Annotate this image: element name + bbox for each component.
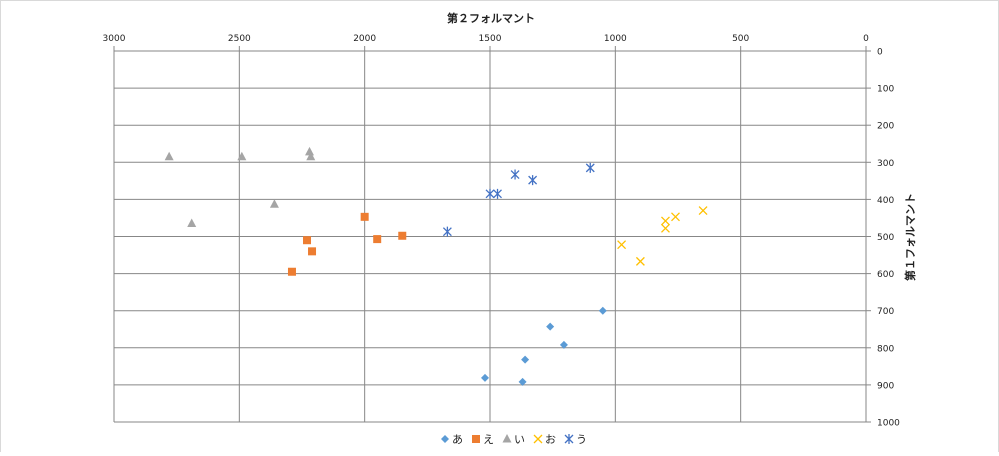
x-tick-label: 0	[863, 34, 869, 44]
data-point-square	[303, 236, 312, 245]
legend-marker-square	[472, 435, 480, 443]
y-tick-label: 900	[877, 381, 894, 391]
data-point-star	[442, 226, 452, 237]
legend-marker-x	[533, 434, 543, 444]
points-layer	[164, 146, 708, 386]
legend-label: お	[545, 433, 556, 446]
y-tick-label: 600	[877, 270, 894, 280]
data-point-triangle	[305, 146, 315, 156]
x-tick-label: 1000	[604, 34, 627, 44]
legend-label: い	[514, 433, 525, 446]
y-tick-label: 500	[877, 233, 894, 243]
data-point-diamond	[546, 322, 555, 331]
data-point-square	[287, 267, 296, 276]
data-point-diamond	[518, 377, 527, 386]
y-tick-label: 100	[877, 85, 894, 95]
x-tick-label: 3000	[103, 34, 126, 44]
data-point-star	[485, 188, 495, 199]
x-tick-label: 2500	[228, 34, 251, 44]
data-point-triangle	[306, 151, 316, 161]
chart-title: 第２フォルマント	[447, 11, 535, 25]
y-tick-label: 300	[877, 159, 894, 169]
data-point-diamond	[559, 340, 568, 349]
y-tick-label: 1000	[877, 419, 900, 429]
data-point-triangle	[187, 218, 197, 228]
x-tick-label: 1500	[479, 34, 502, 44]
y-tick-label: 800	[877, 344, 894, 354]
data-point-square	[360, 212, 369, 221]
data-point-star	[585, 162, 595, 173]
y-axis-title: 第１フォルマント	[903, 193, 917, 281]
data-point-x	[617, 240, 627, 250]
data-point-diamond	[480, 373, 489, 382]
data-point-x	[671, 212, 680, 222]
x-tick-label: 2000	[353, 34, 376, 44]
legend-marker-triangle	[502, 434, 512, 443]
data-point-diamond	[598, 306, 607, 315]
data-point-diamond	[521, 355, 530, 364]
axis-layer: 0 100 200 300 400 500 600 700 800 900 1000 3000 2500…	[103, 34, 901, 429]
data-point-triangle	[164, 151, 174, 161]
legend-label: う	[576, 433, 587, 446]
legend-marker-star	[564, 434, 574, 444]
data-point-x	[635, 256, 645, 266]
data-point-star	[493, 188, 502, 199]
y-tick-label: 400	[877, 196, 894, 206]
legend-marker-diamond	[441, 435, 449, 443]
y-tick-label: 200	[877, 122, 894, 132]
data-point-square	[373, 235, 382, 244]
data-point-x	[661, 216, 670, 226]
data-point-triangle	[269, 199, 279, 208]
data-point-x	[698, 206, 708, 215]
legend: あえいおう	[441, 433, 587, 446]
legend-label: え	[483, 433, 494, 446]
legend-label: あ	[452, 433, 463, 446]
data-point-triangle	[237, 151, 247, 161]
data-point-square	[398, 231, 407, 240]
data-point-square	[308, 247, 317, 256]
y-tick-label: 0	[877, 48, 883, 58]
data-point-star	[510, 169, 520, 180]
x-tick-label: 500	[732, 34, 749, 44]
data-point-x	[661, 223, 670, 233]
y-tick-label: 700	[877, 307, 894, 317]
data-point-star	[528, 175, 538, 186]
grid-layer	[113, 50, 867, 423]
